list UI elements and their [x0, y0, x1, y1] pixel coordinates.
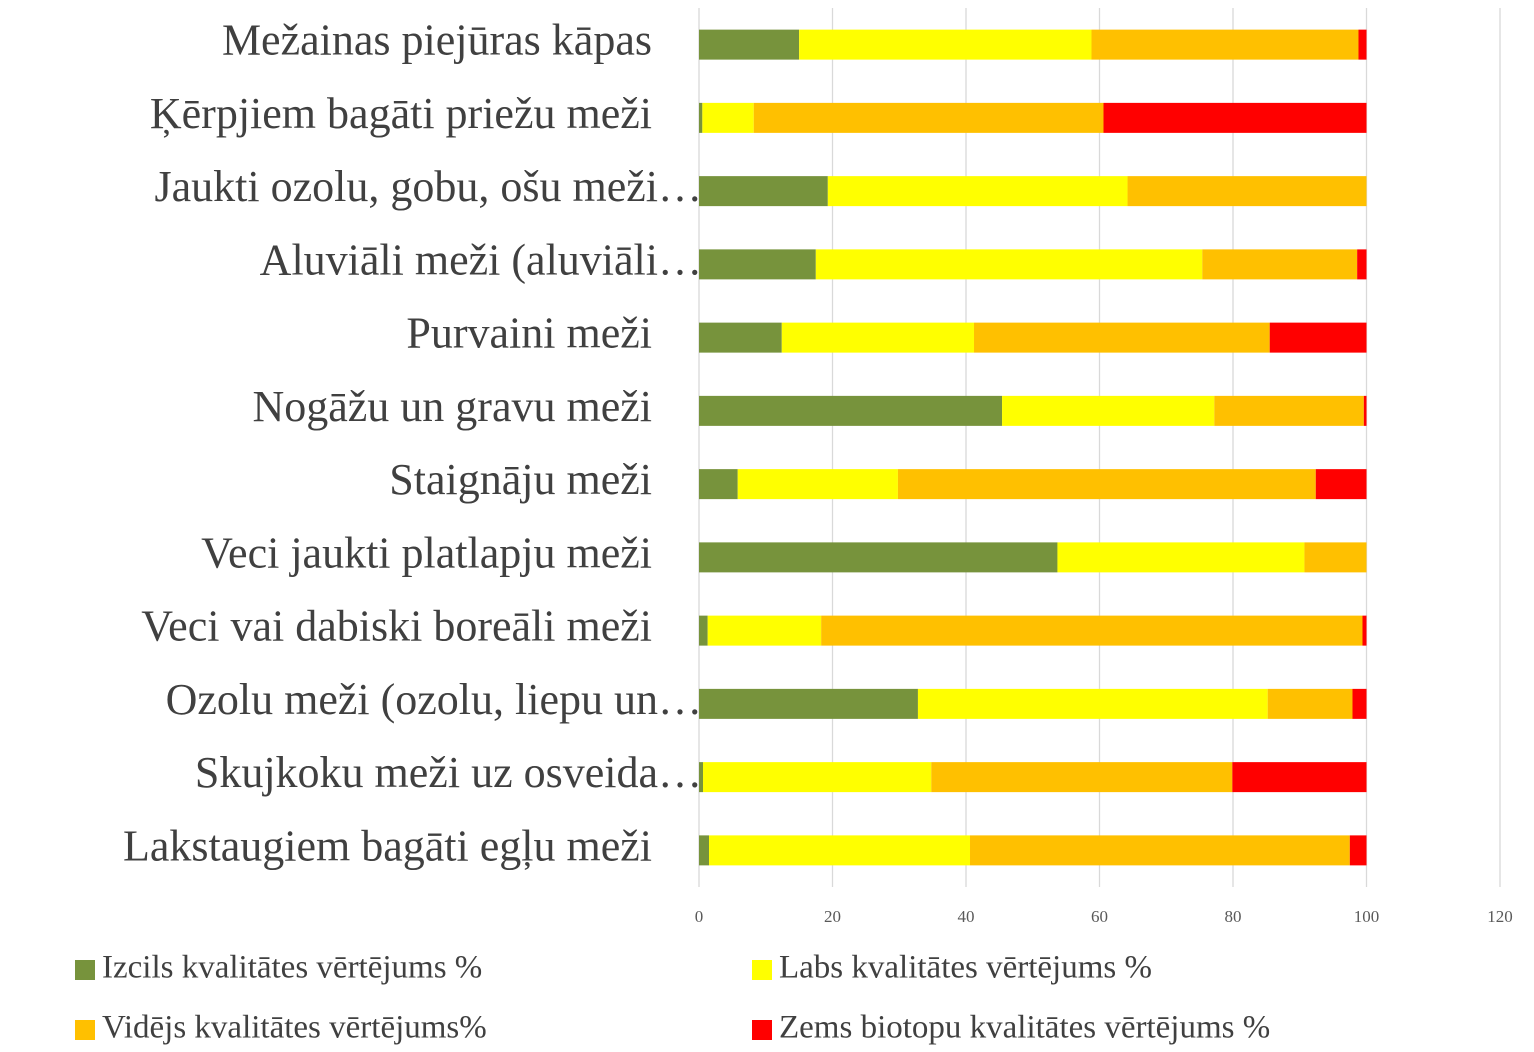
- bar-segment: [799, 29, 1092, 60]
- legend-swatch: [752, 960, 772, 980]
- y-tick-label: Nogāžu un gravu meži: [252, 382, 652, 431]
- bar-segment: [699, 762, 704, 793]
- bar-segment: [1267, 688, 1353, 719]
- bar-segment: [1352, 688, 1367, 719]
- y-tick-label: Staignāju meži: [389, 455, 652, 504]
- bar-segment: [699, 542, 1058, 573]
- legend-label: Zems biotopu kvalitātes vērtējums %: [779, 1010, 1270, 1046]
- y-tick-label: Purvaini meži: [406, 309, 652, 358]
- x-tick-label: 100: [1354, 907, 1380, 926]
- bar-segment: [699, 176, 828, 207]
- bar-segment: [1362, 615, 1367, 646]
- y-tick-label: Veci vai dabiski boreāli meži: [141, 602, 652, 651]
- x-tick-label: 80: [1225, 907, 1242, 926]
- bar-segment: [897, 469, 1316, 500]
- bar-segment: [970, 835, 1350, 866]
- bar-segment: [699, 615, 708, 646]
- bar-segment: [753, 102, 1104, 133]
- bar-segment: [699, 29, 800, 60]
- bar-segment: [931, 762, 1233, 793]
- bar-segment: [737, 469, 898, 500]
- y-tick-label: Jaukti ozolu, gobu, ošu meži…: [155, 162, 703, 211]
- bar-segment: [917, 688, 1268, 719]
- bar-segment: [1002, 395, 1215, 426]
- bar-segment: [699, 395, 1003, 426]
- bar-segment: [699, 469, 738, 500]
- bar-segment: [815, 249, 1203, 280]
- legend-swatch: [75, 1020, 95, 1040]
- bar-segment: [821, 615, 1363, 646]
- y-tick-label: Ozolu meži (ozolu, liepu un…: [166, 675, 702, 724]
- y-tick-label: Aluviāli meži (aluviāli…: [260, 235, 702, 284]
- bar-segment: [699, 249, 816, 280]
- x-tick-label: 0: [695, 907, 704, 926]
- bar-segment: [699, 835, 710, 866]
- y-tick-label: Mežainas piejūras kāpas: [222, 16, 652, 65]
- bar-segment: [1363, 395, 1367, 426]
- bar-segment: [1269, 322, 1367, 353]
- bar-segment: [974, 322, 1270, 353]
- bar-segment: [1202, 249, 1358, 280]
- bar-segment: [707, 615, 822, 646]
- y-tick-label: Skujkoku meži uz osveida…: [195, 748, 702, 797]
- x-tick-label: 60: [1091, 907, 1108, 926]
- bar-segment: [1214, 395, 1364, 426]
- bar-segment: [709, 835, 971, 866]
- y-tick-label: Veci jaukti platlapju meži: [201, 528, 652, 577]
- bar-segment: [1357, 249, 1367, 280]
- bar-segment: [699, 322, 782, 353]
- y-tick-label: Ķērpjiem bagāti priežu meži: [150, 89, 652, 138]
- bar-segment: [1315, 469, 1367, 500]
- bar-segment: [1057, 542, 1305, 573]
- x-tick-label: 20: [824, 907, 841, 926]
- bar-segment: [1091, 29, 1359, 60]
- bar-segment: [1127, 176, 1367, 207]
- bar-segment: [781, 322, 975, 353]
- legend-swatch: [752, 1020, 772, 1040]
- legend-label: Izcils kvalitātes vērtējums %: [102, 950, 482, 986]
- bar-segment: [827, 176, 1128, 207]
- legend-label: Labs kvalitātes vērtējums %: [779, 950, 1152, 986]
- x-tick-label: 40: [958, 907, 975, 926]
- bar-segment: [1304, 542, 1367, 573]
- legend-swatch: [75, 960, 95, 980]
- bar-segment: [702, 102, 754, 133]
- bar-segment: [1103, 102, 1367, 133]
- y-tick-label: Lakstaugiem bagāti egļu meži: [123, 821, 652, 870]
- bar-segment: [699, 688, 918, 719]
- bar-segment: [699, 102, 703, 133]
- bar-segment: [1349, 835, 1367, 866]
- x-tick-label: 120: [1487, 907, 1513, 926]
- bar-segment: [703, 762, 932, 793]
- bar-segment: [1232, 762, 1367, 793]
- legend-label: Vidējs kvalitātes vērtējums%: [102, 1010, 487, 1046]
- bar-segment: [1358, 29, 1367, 60]
